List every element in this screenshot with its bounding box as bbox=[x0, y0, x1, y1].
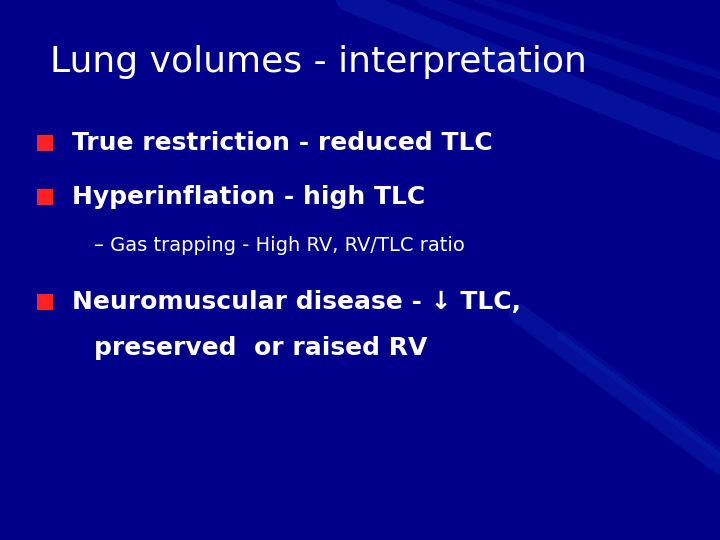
Bar bbox=[37, 135, 53, 151]
Text: Hyperinflation - high TLC: Hyperinflation - high TLC bbox=[72, 185, 426, 209]
Bar bbox=[37, 294, 53, 310]
Text: True restriction - reduced TLC: True restriction - reduced TLC bbox=[72, 131, 492, 155]
Text: Neuromuscular disease - ↓ TLC,: Neuromuscular disease - ↓ TLC, bbox=[72, 291, 521, 314]
Text: Lung volumes - interpretation: Lung volumes - interpretation bbox=[50, 45, 588, 79]
Text: – Gas trapping - High RV, RV/TLC ratio: – Gas trapping - High RV, RV/TLC ratio bbox=[94, 236, 464, 255]
Bar bbox=[37, 189, 53, 205]
Text: preserved  or raised RV: preserved or raised RV bbox=[94, 336, 427, 360]
